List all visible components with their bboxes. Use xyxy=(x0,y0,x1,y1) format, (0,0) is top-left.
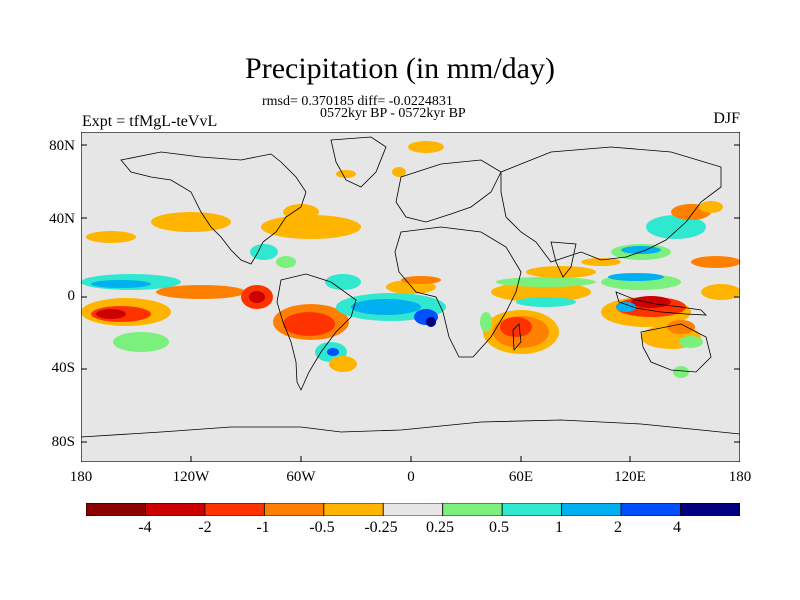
colorbar-label: 4 xyxy=(673,519,681,536)
coastlines xyxy=(81,136,740,438)
colorbar-segment xyxy=(680,503,740,516)
colorbar-segment xyxy=(323,503,384,516)
lon-tick-60e: 60E xyxy=(508,469,534,485)
map-title: Precipitation (in mm/day) xyxy=(245,52,555,85)
stats-subtitle: rmsd= 0.370185 diff= -0.0224831 xyxy=(262,94,453,109)
colorbar-segment xyxy=(442,503,503,516)
colorbar-segment xyxy=(204,503,265,516)
colorbar-label: 1 xyxy=(555,519,563,536)
lon-tick-180e: 180 xyxy=(728,469,752,485)
lon-tick-180w: 180 xyxy=(69,469,93,485)
lat-tick-80n: 80N xyxy=(49,138,75,154)
lat-tick-40n: 40N xyxy=(49,211,75,227)
season-label: DJF xyxy=(713,110,740,127)
tick-marks xyxy=(81,144,740,462)
colorbar-segment xyxy=(501,503,563,516)
colorbar-label: 2 xyxy=(614,519,622,536)
colorbar-label: 0.5 xyxy=(489,519,509,536)
colorbar-label: -0.5 xyxy=(309,519,335,536)
lat-tick-0: 0 xyxy=(67,288,76,304)
colorbar xyxy=(86,503,740,516)
lon-tick-60w: 60W xyxy=(286,469,316,485)
precipitation-map xyxy=(81,132,740,462)
colorbar-label: 0.25 xyxy=(426,519,454,536)
lat-tick-80s: 80S xyxy=(51,434,75,450)
period-subtitle: 0572kyr BP - 0572kyr BP xyxy=(320,106,466,121)
colorbar-label: -0.25 xyxy=(364,519,398,536)
colorbar-label: -2 xyxy=(198,519,212,536)
colorbar-segment xyxy=(145,503,206,516)
lon-tick-120w: 120W xyxy=(172,469,210,485)
colorbar-segment xyxy=(86,503,146,516)
lon-tick-120e: 120E xyxy=(614,469,646,485)
lat-tick-40s: 40S xyxy=(51,360,75,376)
lon-tick-0: 0 xyxy=(407,469,415,485)
colorbar-label: -1 xyxy=(256,519,270,536)
experiment-label: Expt = tfMgL-teVvL xyxy=(82,113,218,130)
colorbar-label: -4 xyxy=(138,519,152,536)
colorbar-segment xyxy=(263,503,325,516)
colorbar-segment xyxy=(620,503,681,516)
colorbar-segment xyxy=(382,503,444,516)
colorbar-segment xyxy=(561,503,622,516)
